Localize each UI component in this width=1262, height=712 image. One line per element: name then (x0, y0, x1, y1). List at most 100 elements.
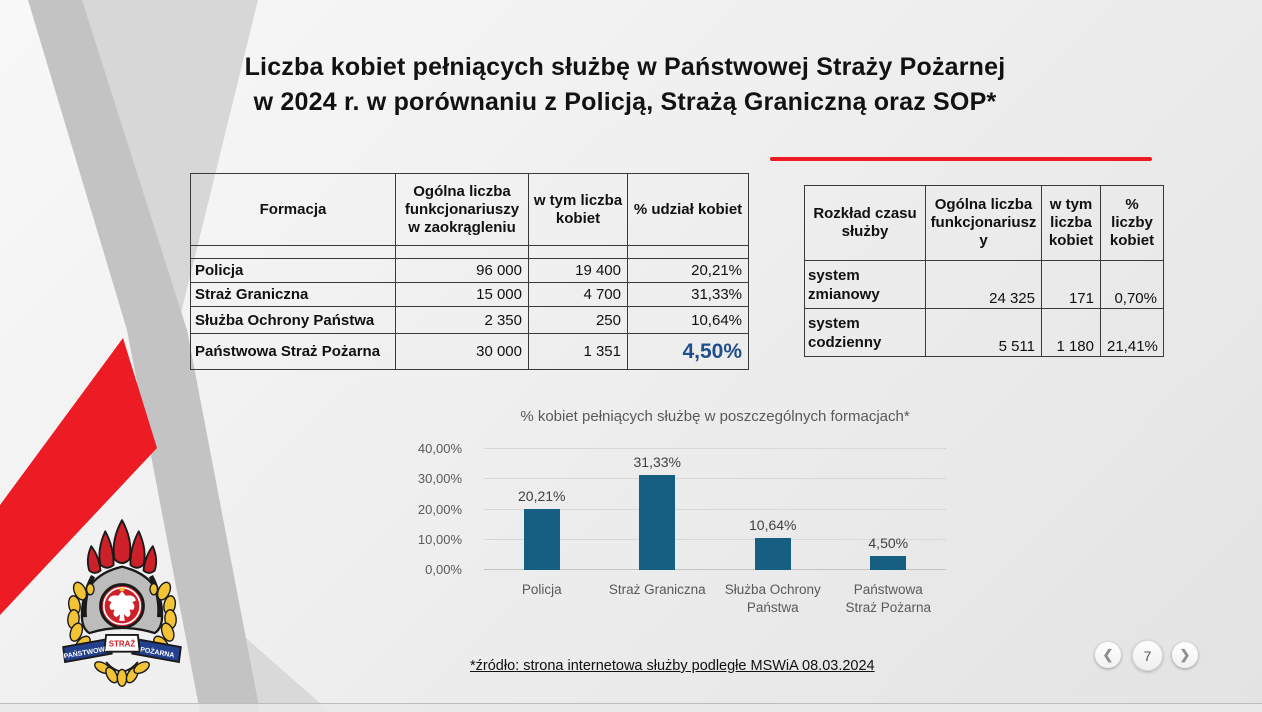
duty-schedule-table: Rozkład czasu służby Ogólna liczba funkcj… (804, 185, 1164, 357)
y-tick-label: 20,00% (417, 501, 462, 517)
bar (870, 556, 907, 570)
gridline (484, 538, 946, 540)
table-cell: 171 (1041, 260, 1101, 309)
formations-table: Formacja Ogólna liczba funkcjonariuszy w … (190, 173, 749, 370)
table-cell: 19 400 (528, 258, 628, 283)
chart-title: % kobiet pełniących służbę w poszczególn… (520, 408, 910, 425)
table-cell: system codzienny (804, 308, 926, 357)
table-cell: 24 325 (925, 260, 1042, 309)
bar-value-label: 31,33% (633, 454, 681, 471)
eagle-icon (108, 591, 136, 621)
bar-chart-bars: 20,21% 31,33% 10,64% 4,50% (484, 449, 946, 570)
gray-band-dark (28, 0, 260, 712)
table-row: system codzienny 5 511 1 180 21,41% (804, 308, 1164, 357)
category-label: Straż Graniczna (608, 582, 706, 597)
bar-slot: 4,50% (831, 449, 947, 570)
gray-wedge-light (80, 0, 258, 350)
formations-table-header-row: Formacja Ogólna liczba funkcjonariuszy w … (190, 173, 749, 246)
chart-category-labels: Policja Straż Graniczna Służba Ochrony Pań… (484, 581, 946, 617)
table-cell: 1 351 (528, 333, 628, 370)
table-cell: 4 700 (528, 282, 628, 307)
table-cell: 15 000 (395, 282, 529, 307)
table-row: Straż Graniczna 15 000 4 700 31,33% (190, 282, 749, 307)
table-cell: Państwowa Straż Pożarna (190, 333, 396, 370)
table-cell: Straż Graniczna (190, 282, 396, 307)
table-cell: 31,33% (627, 282, 749, 307)
table-cell: 30 000 (395, 333, 529, 370)
table-row: Policja 96 000 19 400 20,21% (190, 258, 749, 283)
source-note: *źródło: strona internetowa służby podle… (470, 658, 875, 674)
table-row: system zmianowy 24 325 171 0,70% (804, 260, 1164, 309)
y-tick-label: 30,00% (417, 471, 462, 487)
bar-value-label: 4,50% (868, 535, 909, 552)
table-cell: 96 000 (395, 258, 529, 283)
table-cell: 20,21% (627, 258, 749, 283)
bar-value-label: 20,21% (518, 487, 566, 504)
category-label: Służba Ochrony Państwa (724, 582, 821, 615)
red-accent-line (770, 157, 1152, 161)
slide-title-line1: Liczba kobiet pełniących służbę w Państw… (244, 53, 1006, 81)
chevron-left-icon: ❮ (1102, 647, 1114, 662)
column-header: Ogólna liczba funkcjonariuszy (925, 185, 1042, 261)
table-cell: 250 (528, 306, 628, 334)
previous-slide-button[interactable]: ❮ (1095, 642, 1121, 668)
gridline (484, 448, 946, 449)
column-header: Formacja (190, 173, 396, 246)
spacer-cell (627, 245, 749, 259)
y-tick-label: 40,00% (417, 441, 462, 456)
spacer-row (190, 245, 749, 259)
table-row: Państwowa Straż Pożarna 30 000 1 351 4,50% (190, 333, 749, 370)
spacer-cell (395, 245, 529, 259)
bar (639, 475, 676, 570)
category-label: Policja (521, 582, 562, 597)
bar-value-label: 10,64% (749, 516, 797, 533)
bar (523, 508, 560, 570)
fire-service-emblem-icon: PAŃSTWOWA STRAŻ POŻARNA (62, 519, 182, 687)
column-header: Rozkład czasu służby (804, 185, 926, 261)
table-cell: 1 180 (1041, 308, 1101, 357)
page-number: 7 (1143, 647, 1152, 664)
bar-slot: 20,21% (484, 449, 600, 570)
banner-text-center: STRAŻ (109, 640, 136, 649)
table-row: Służba Ochrony Państwa 2 350 250 10,64% (190, 306, 749, 334)
chevron-right-icon: ❯ (1179, 647, 1191, 662)
column-header: w tym liczba kobiet (1041, 185, 1101, 261)
bar-slot: 31,33% (600, 449, 716, 570)
table-cell: 10,64% (627, 306, 749, 334)
psp-logo: PAŃSTWOWA STRAŻ POŻARNA (52, 516, 192, 696)
spacer-cell (190, 245, 396, 259)
duty-schedule-header-row: Rozkład czasu służby Ogólna liczba funkcj… (804, 185, 1164, 261)
red-ribbon-shape (0, 338, 157, 615)
category-label: Państwowa Straż Pożarna (845, 582, 932, 615)
table-cell: 0,70% (1100, 260, 1164, 309)
bar (754, 537, 791, 570)
chart-y-axis-labels: 0,00% 10,00% 20,00% 30,00% 40,00% (396, 441, 462, 577)
gray-wedge-bottom (237, 630, 330, 712)
table-cell: 21,41% (1100, 308, 1164, 357)
y-tick-label: 10,00% (417, 531, 462, 547)
slide-title-line2: w 2024 r. w porównaniu z Policją, Strażą… (253, 88, 997, 116)
column-header: % udział kobiet (627, 173, 749, 246)
table-cell: 4,50% (627, 333, 749, 370)
gridline (484, 569, 946, 570)
next-slide-button[interactable]: ❯ (1172, 642, 1198, 668)
page-number-badge: 7 (1132, 640, 1163, 671)
slide-bottom-edge (0, 703, 1262, 712)
bar-slot: 10,64% (715, 449, 831, 570)
table-cell: 2 350 (395, 306, 529, 334)
column-header: % liczby kobiet (1100, 185, 1164, 261)
spacer-cell (528, 245, 628, 259)
y-tick-label: 0,00% (425, 562, 462, 577)
gridline (484, 478, 946, 480)
slide-title: Liczba kobiet pełniących służbę w Państw… (170, 50, 1080, 120)
table-cell: Policja (190, 258, 396, 283)
table-cell: system zmianowy (804, 260, 926, 309)
table-cell: Służba Ochrony Państwa (190, 306, 396, 334)
gridline (484, 508, 946, 510)
bar-chart-plot: 20,21% 31,33% 10,64% 4,50% (484, 448, 946, 570)
column-header: w tym liczba kobiet (528, 173, 628, 246)
table-cell: 5 511 (925, 308, 1042, 357)
column-header: Ogólna liczba funkcjonariuszy w zaokrągl… (395, 173, 529, 246)
